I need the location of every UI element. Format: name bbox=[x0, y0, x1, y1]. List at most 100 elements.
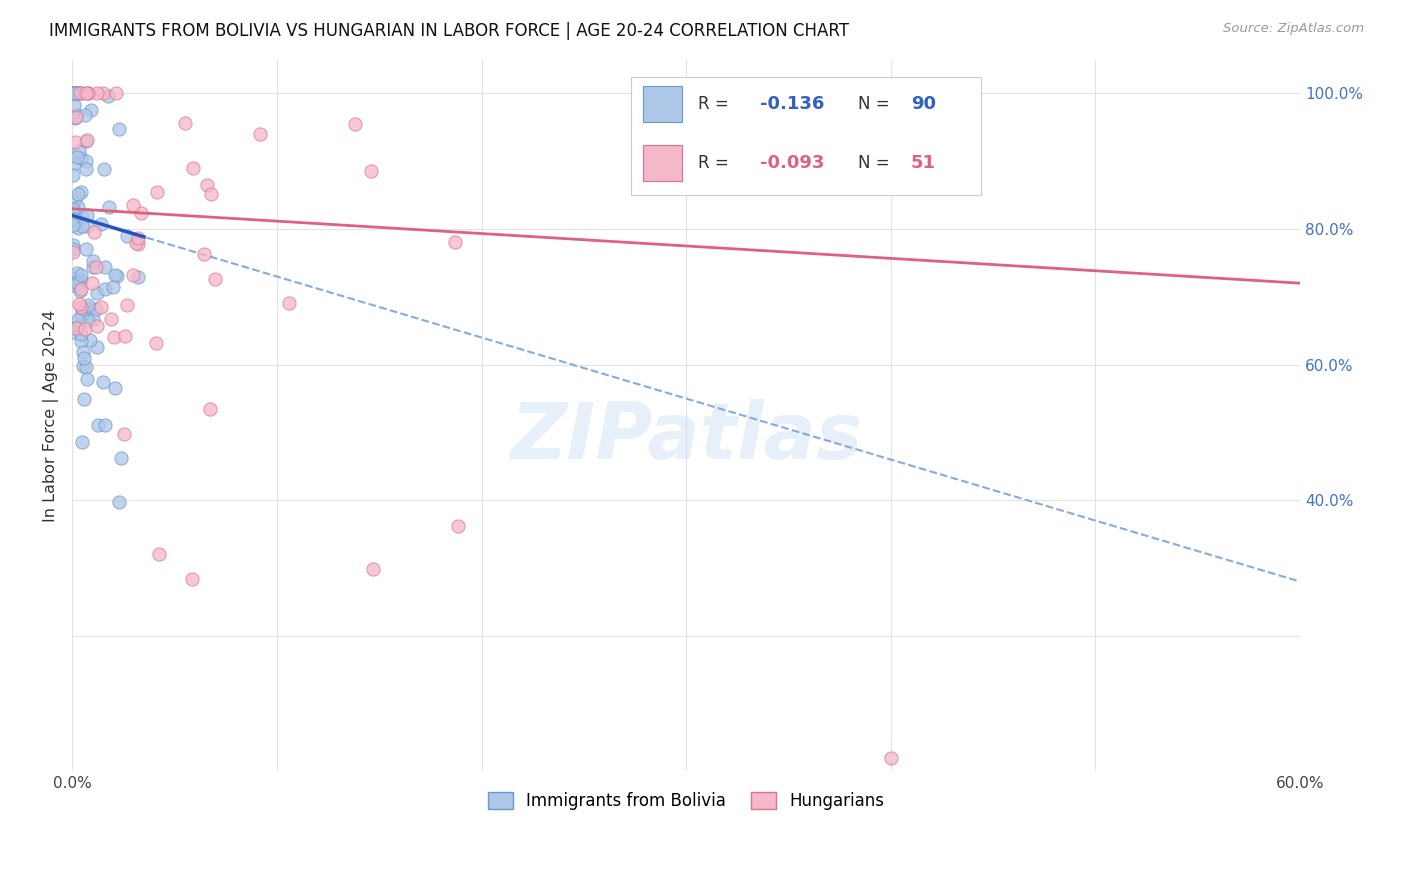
Point bbox=[343, 118, 366, 132]
Point bbox=[63, 271, 86, 285]
FancyBboxPatch shape bbox=[631, 78, 981, 194]
Point bbox=[145, 335, 167, 350]
Text: 90: 90 bbox=[911, 95, 936, 112]
Point bbox=[75, 107, 97, 121]
Point bbox=[86, 87, 108, 101]
Point bbox=[91, 87, 114, 101]
Point bbox=[115, 297, 138, 311]
Point bbox=[75, 135, 97, 149]
Point bbox=[66, 313, 89, 327]
Point bbox=[90, 217, 112, 231]
Point bbox=[443, 235, 465, 249]
Point bbox=[104, 87, 127, 101]
Point bbox=[79, 333, 101, 347]
Point bbox=[66, 266, 89, 280]
Point bbox=[66, 200, 89, 214]
Point bbox=[69, 185, 91, 199]
Text: R =: R = bbox=[699, 153, 734, 172]
Point bbox=[70, 273, 93, 287]
Point bbox=[70, 334, 93, 348]
Point bbox=[97, 89, 120, 103]
Point bbox=[69, 284, 91, 298]
Point bbox=[361, 562, 384, 576]
Point bbox=[67, 144, 90, 158]
Text: 51: 51 bbox=[911, 153, 936, 172]
Point bbox=[80, 276, 103, 290]
Point bbox=[114, 329, 136, 343]
Point bbox=[82, 254, 104, 268]
Point bbox=[69, 87, 91, 101]
Point bbox=[76, 87, 98, 101]
Point bbox=[173, 116, 195, 130]
Point bbox=[447, 519, 470, 533]
Point bbox=[66, 276, 89, 290]
Point bbox=[69, 274, 91, 288]
Point bbox=[193, 247, 215, 261]
Point bbox=[82, 311, 104, 326]
Point bbox=[98, 200, 121, 214]
Text: N =: N = bbox=[858, 95, 896, 112]
Text: Source: ZipAtlas.com: Source: ZipAtlas.com bbox=[1223, 22, 1364, 36]
Point bbox=[75, 359, 97, 374]
Point bbox=[66, 186, 89, 201]
Point bbox=[62, 218, 84, 232]
Point bbox=[94, 260, 117, 274]
Point bbox=[62, 245, 84, 260]
Point bbox=[108, 121, 131, 136]
Point bbox=[66, 87, 89, 101]
Point bbox=[72, 359, 94, 374]
Point bbox=[66, 107, 89, 121]
Point bbox=[63, 136, 86, 150]
Point bbox=[65, 321, 87, 335]
Point bbox=[90, 301, 112, 315]
Point bbox=[63, 87, 86, 101]
Point bbox=[73, 351, 96, 366]
Point bbox=[76, 87, 98, 101]
Point bbox=[70, 326, 93, 341]
Point bbox=[65, 87, 87, 101]
Point bbox=[87, 418, 110, 433]
Point bbox=[77, 301, 100, 315]
Point bbox=[93, 161, 115, 176]
Text: IMMIGRANTS FROM BOLIVIA VS HUNGARIAN IN LABOR FORCE | AGE 20-24 CORRELATION CHAR: IMMIGRANTS FROM BOLIVIA VS HUNGARIAN IN … bbox=[49, 22, 849, 40]
Point bbox=[69, 282, 91, 296]
Point bbox=[63, 87, 86, 101]
Point bbox=[360, 163, 382, 178]
Point bbox=[122, 268, 145, 282]
Point bbox=[70, 219, 93, 234]
Point bbox=[122, 198, 145, 212]
Point bbox=[76, 133, 98, 147]
Point bbox=[73, 392, 96, 407]
Point bbox=[66, 87, 89, 101]
Point bbox=[197, 178, 219, 193]
Point bbox=[62, 238, 84, 252]
Point bbox=[66, 150, 89, 164]
Point bbox=[83, 225, 105, 239]
Point bbox=[62, 87, 84, 101]
Point bbox=[148, 548, 170, 562]
Point bbox=[70, 309, 93, 323]
Point bbox=[127, 231, 149, 245]
Text: -0.093: -0.093 bbox=[759, 153, 824, 172]
Legend: Immigrants from Bolivia, Hungarians: Immigrants from Bolivia, Hungarians bbox=[481, 785, 891, 816]
Point bbox=[127, 269, 149, 284]
Point bbox=[146, 185, 169, 199]
Point bbox=[100, 311, 122, 326]
Point bbox=[94, 417, 117, 432]
Point bbox=[70, 151, 93, 165]
Bar bbox=[643, 145, 682, 180]
Point bbox=[63, 278, 86, 293]
Bar bbox=[643, 86, 682, 121]
Point bbox=[62, 242, 84, 256]
Point bbox=[249, 127, 271, 141]
Point bbox=[65, 111, 87, 125]
Point bbox=[204, 272, 226, 286]
Point bbox=[84, 301, 107, 316]
Y-axis label: In Labor Force | Age 20-24: In Labor Force | Age 20-24 bbox=[44, 310, 59, 522]
Point bbox=[66, 319, 89, 334]
Point bbox=[67, 297, 90, 311]
Point bbox=[86, 340, 108, 354]
Point bbox=[63, 193, 86, 207]
Point bbox=[75, 162, 97, 177]
Point bbox=[72, 303, 94, 318]
